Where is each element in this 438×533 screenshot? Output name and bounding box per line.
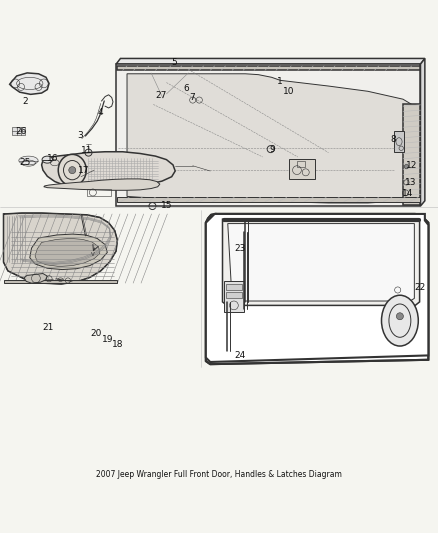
Text: 3: 3	[77, 131, 83, 140]
Polygon shape	[116, 64, 420, 206]
Ellipse shape	[396, 313, 403, 320]
Text: 6: 6	[183, 84, 189, 93]
Text: 14: 14	[402, 189, 413, 198]
Polygon shape	[24, 273, 47, 283]
Ellipse shape	[404, 165, 409, 169]
Text: 26: 26	[15, 127, 27, 136]
Polygon shape	[10, 73, 49, 94]
Text: 22: 22	[415, 283, 426, 292]
Text: 11: 11	[81, 147, 92, 155]
Text: 12: 12	[406, 161, 417, 170]
Polygon shape	[4, 214, 116, 275]
Text: 8: 8	[390, 135, 396, 144]
Polygon shape	[4, 280, 117, 283]
Polygon shape	[12, 127, 25, 135]
Text: 9: 9	[269, 144, 276, 154]
Ellipse shape	[172, 84, 180, 93]
Text: 15: 15	[161, 201, 172, 209]
Bar	[297, 161, 305, 167]
Text: V: V	[91, 252, 95, 257]
Text: 2007 Jeep Wrangler Full Front Door, Handles & Latches Diagram: 2007 Jeep Wrangler Full Front Door, Hand…	[96, 470, 342, 479]
Polygon shape	[228, 223, 414, 301]
Polygon shape	[35, 238, 100, 266]
Bar	[149, 61, 163, 73]
Ellipse shape	[381, 295, 418, 346]
Polygon shape	[223, 219, 420, 305]
Polygon shape	[206, 214, 428, 364]
Text: 20: 20	[91, 329, 102, 338]
Polygon shape	[42, 152, 175, 189]
Text: 1: 1	[277, 77, 283, 86]
Polygon shape	[117, 197, 420, 201]
Polygon shape	[30, 234, 107, 270]
Text: 4: 4	[98, 108, 103, 117]
Text: 24: 24	[234, 351, 246, 360]
Text: 21: 21	[42, 324, 54, 332]
Bar	[394, 131, 404, 152]
Polygon shape	[4, 213, 117, 284]
Ellipse shape	[69, 167, 76, 174]
Text: 17: 17	[78, 166, 90, 175]
Polygon shape	[117, 66, 420, 70]
Text: 10: 10	[283, 87, 295, 96]
Text: 13: 13	[405, 178, 417, 187]
Bar	[224, 281, 244, 312]
Ellipse shape	[42, 156, 53, 163]
Polygon shape	[163, 76, 190, 99]
Text: 27: 27	[155, 91, 167, 100]
Bar	[87, 189, 111, 197]
Bar	[226, 284, 242, 290]
Polygon shape	[289, 159, 315, 179]
Ellipse shape	[58, 155, 86, 186]
Text: 16: 16	[47, 154, 58, 163]
Text: 19: 19	[102, 335, 113, 344]
Text: 23: 23	[234, 244, 246, 253]
Ellipse shape	[19, 156, 38, 165]
Polygon shape	[403, 104, 420, 205]
Polygon shape	[147, 91, 171, 106]
Polygon shape	[116, 59, 425, 64]
Bar	[226, 292, 242, 298]
Text: 18: 18	[112, 340, 123, 349]
Polygon shape	[127, 74, 412, 203]
Text: 5: 5	[171, 58, 177, 67]
Text: 7: 7	[189, 93, 195, 102]
Polygon shape	[420, 59, 425, 206]
Text: 25: 25	[20, 158, 31, 167]
Polygon shape	[44, 179, 160, 190]
Polygon shape	[206, 214, 428, 362]
Text: 2: 2	[23, 98, 28, 106]
